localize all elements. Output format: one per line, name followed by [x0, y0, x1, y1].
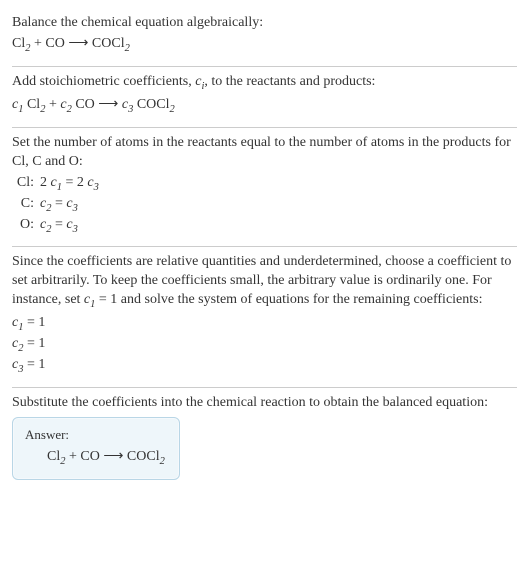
o-mid: = [51, 217, 66, 232]
l2-v: = 1 [23, 336, 45, 351]
arrow: ⟶ [68, 36, 92, 51]
stoich-intro-a: Add stoichiometric coefficients, [12, 74, 195, 89]
plus: + [45, 97, 60, 112]
row-o-eq: c2 = c3 [40, 216, 517, 237]
row-c-eq: c2 = c3 [40, 195, 517, 216]
problem-equation: Cl2 + CO ⟶ COCl2 [12, 35, 517, 56]
sp-co: CO [72, 97, 95, 112]
row-c-label: C: [12, 195, 40, 216]
cl-c3-sub: 3 [94, 181, 99, 192]
section-problem: Balance the chemical equation algebraica… [12, 8, 517, 66]
section-answer: Substitute the coefficients into the che… [12, 388, 517, 489]
soln-line-1: c1 = 1 [12, 314, 517, 335]
o-c3-sub: 3 [73, 223, 78, 234]
ans-cl2: Cl [47, 449, 60, 464]
solution-lines: c1 = 1 c2 = 1 c3 = 1 [12, 314, 517, 377]
c-c3-sub: 3 [73, 202, 78, 213]
solve-intro: Since the coefficients are relative quan… [12, 253, 517, 312]
ans-cocl2: COCl [127, 449, 160, 464]
c-mid: = [51, 196, 66, 211]
cl-mid: = 2 [62, 175, 87, 190]
ans-arrow: ⟶ [103, 449, 127, 464]
answer-intro: Substitute the coefficients into the che… [12, 394, 517, 413]
atoms-intro: Set the number of atoms in the reactants… [12, 134, 517, 172]
soln-line-2: c2 = 1 [12, 335, 517, 356]
atoms-table: Cl: 2 c1 = 2 c3 C: c2 = c3 O: c2 = c3 [12, 174, 517, 237]
problem-intro: Balance the chemical equation algebraica… [12, 14, 517, 33]
stoich-intro: Add stoichiometric coefficients, ci, to … [12, 73, 517, 94]
row-cl-eq: 2 c1 = 2 c3 [40, 174, 517, 195]
reactant-co: + CO [30, 36, 68, 51]
answer-box: Answer: Cl2 + CO ⟶ COCl2 [12, 417, 180, 480]
reactant-cl2: Cl [12, 36, 25, 51]
stoich-intro-b: , to the reactants and products: [204, 74, 375, 89]
sp-cl2: Cl [23, 97, 40, 112]
arrow: ⟶ [95, 97, 122, 112]
ans-co: + CO [65, 449, 103, 464]
row-o-label: O: [12, 216, 40, 237]
section-atoms: Set the number of atoms in the reactants… [12, 128, 517, 247]
l3-v: = 1 [23, 357, 45, 372]
solve-eq1: = 1 [95, 292, 117, 307]
section-stoich: Add stoichiometric coefficients, ci, to … [12, 67, 517, 127]
stoich-equation: c1 Cl2 + c2 CO ⟶ c3 COCl2 [12, 96, 517, 117]
product-cocl2: COCl [92, 36, 125, 51]
l1-v: = 1 [23, 315, 45, 330]
answer-label: Answer: [25, 426, 165, 444]
section-solve: Since the coefficients are relative quan… [12, 247, 517, 387]
sp-cocl2: COCl [133, 97, 169, 112]
solve-intro-b: and solve the system of equations for th… [117, 292, 482, 307]
product-cocl2-sub: 2 [125, 43, 130, 54]
ans-cocl2-sub: 2 [160, 455, 165, 466]
soln-line-3: c3 = 1 [12, 356, 517, 377]
answer-equation: Cl2 + CO ⟶ COCl2 [25, 448, 165, 469]
cl-2a: 2 [40, 175, 51, 190]
sp-cocl2-sub: 2 [170, 104, 175, 115]
row-cl-label: Cl: [12, 174, 40, 195]
